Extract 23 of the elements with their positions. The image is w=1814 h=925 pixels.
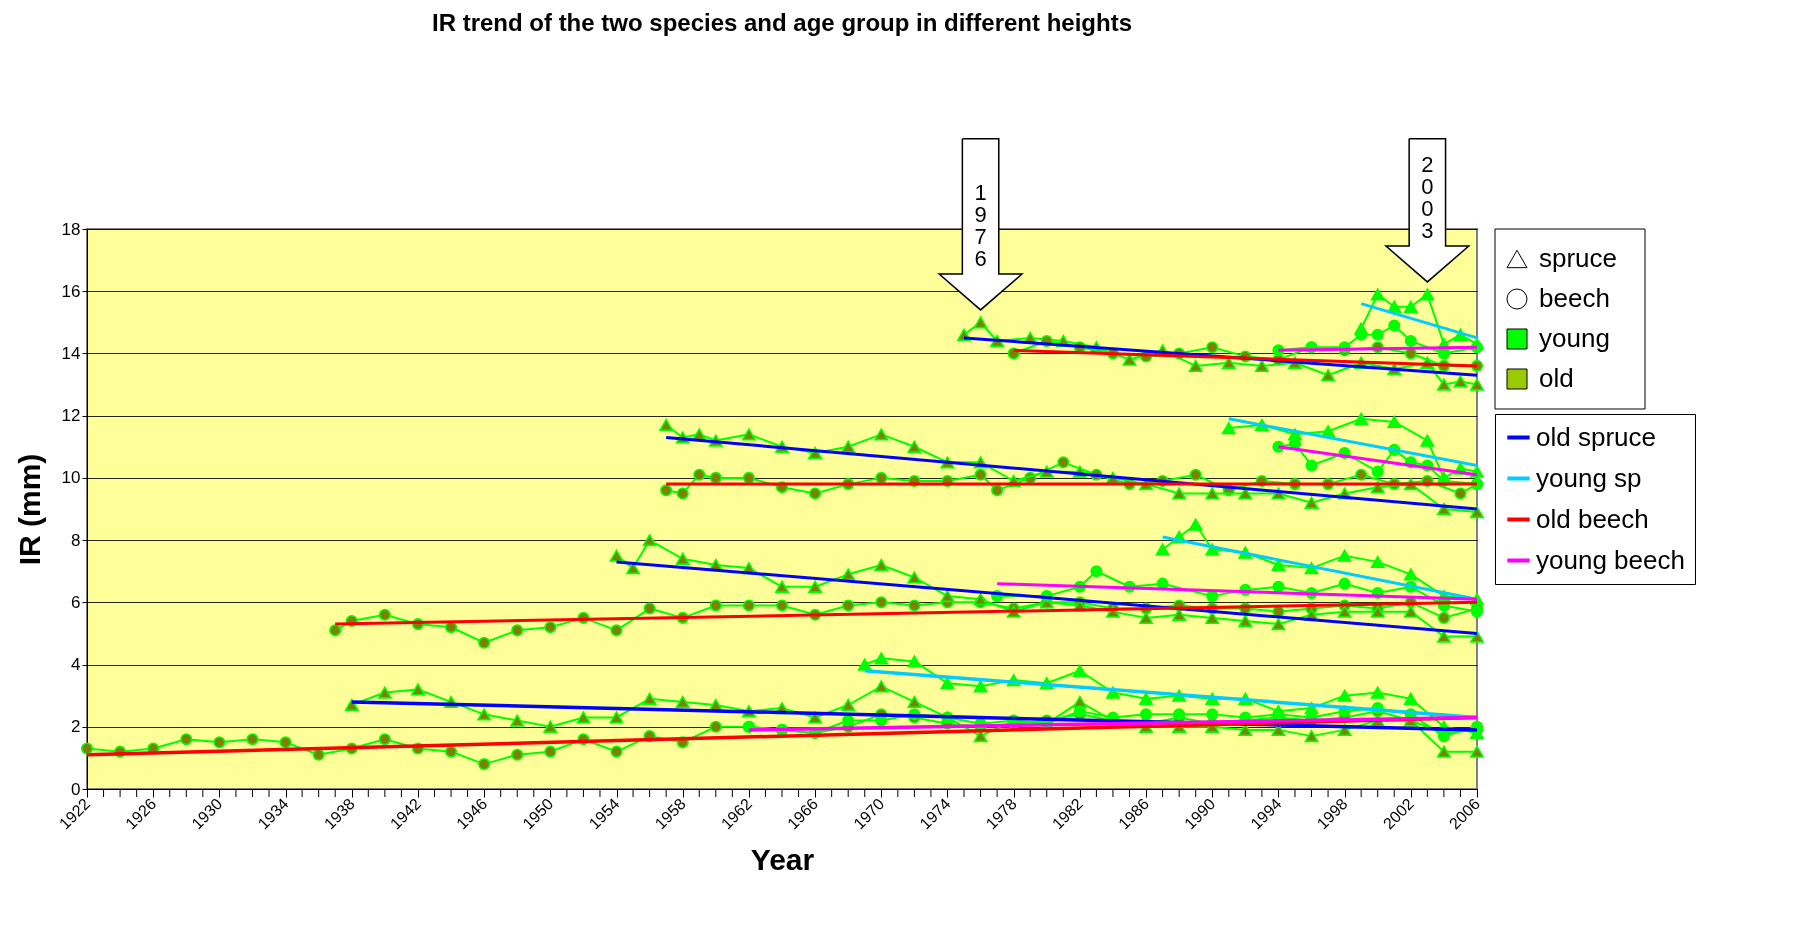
legend-label: old spruce: [1536, 421, 1656, 452]
legend-label: old beech: [1536, 503, 1649, 534]
annotation: 2003: [1421, 152, 1434, 243]
x-axis-title: Year: [750, 843, 815, 877]
y-tick-label: 18: [61, 219, 81, 239]
text: beech: [1539, 283, 1610, 313]
y-tick-label: 6: [71, 592, 81, 612]
text: old: [1539, 363, 1574, 393]
y-tick-label: 10: [61, 468, 81, 488]
y-tick-label: 16: [61, 281, 81, 301]
y-tick-label: 2: [71, 717, 81, 737]
text: spruce: [1539, 243, 1618, 273]
y-axis-title: IR (mm): [12, 453, 46, 566]
text: young: [1539, 323, 1610, 353]
annotation: 1976: [974, 180, 987, 271]
legend-label: young sp: [1536, 462, 1642, 493]
y-tick-label: 14: [61, 343, 81, 363]
chart-title: IR trend of the two species and age group in different heights: [431, 8, 1133, 36]
y-tick-label: 8: [71, 530, 81, 550]
y-tick-label: 4: [71, 655, 81, 675]
y-tick-label: 0: [71, 779, 81, 799]
y-tick-label: 12: [61, 406, 81, 426]
legend-label: young beech: [1536, 544, 1685, 575]
